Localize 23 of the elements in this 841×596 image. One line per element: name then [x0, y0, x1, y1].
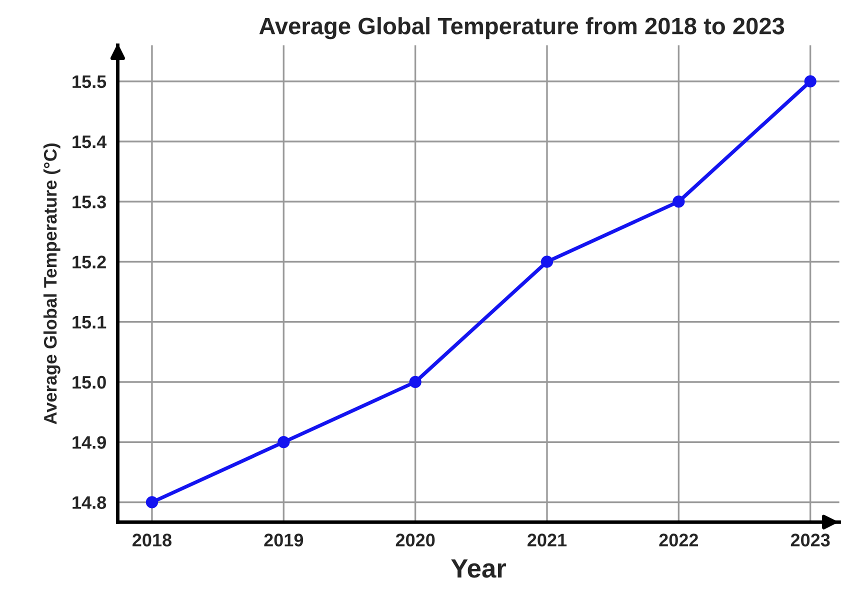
y-tick-label: 15.2: [72, 256, 106, 268]
point: [278, 436, 290, 448]
y-tick-label: 15.4: [72, 136, 107, 148]
x-axis-title: Year: [451, 559, 506, 578]
y-tick-label: 15.5: [72, 75, 106, 88]
x-tick-label: 2019: [264, 534, 304, 546]
y-tick-label: 15.0: [72, 376, 106, 389]
point: [540, 256, 554, 268]
x-tick-label: 2023: [790, 534, 830, 546]
y-tick-label: 15.3: [72, 196, 106, 208]
point: [804, 75, 816, 88]
point: [146, 496, 158, 508]
y-axis-title: Average Global Temperature (°C): [43, 144, 60, 424]
chart-title: Average Global Temperature from 2018 to 2023: [259, 17, 784, 40]
x-tick-label: 2022: [659, 534, 698, 546]
x-tick-label: 2021: [528, 534, 567, 546]
x-tick-label: 2018: [132, 534, 172, 546]
point: [409, 376, 422, 388]
x-tick-label: 2020: [396, 534, 435, 546]
y-tick-label: 15.1: [72, 316, 106, 329]
y-tick-label: 14.8: [72, 496, 106, 509]
y-tick-label: 14.9: [72, 436, 106, 449]
point: [672, 196, 685, 208]
